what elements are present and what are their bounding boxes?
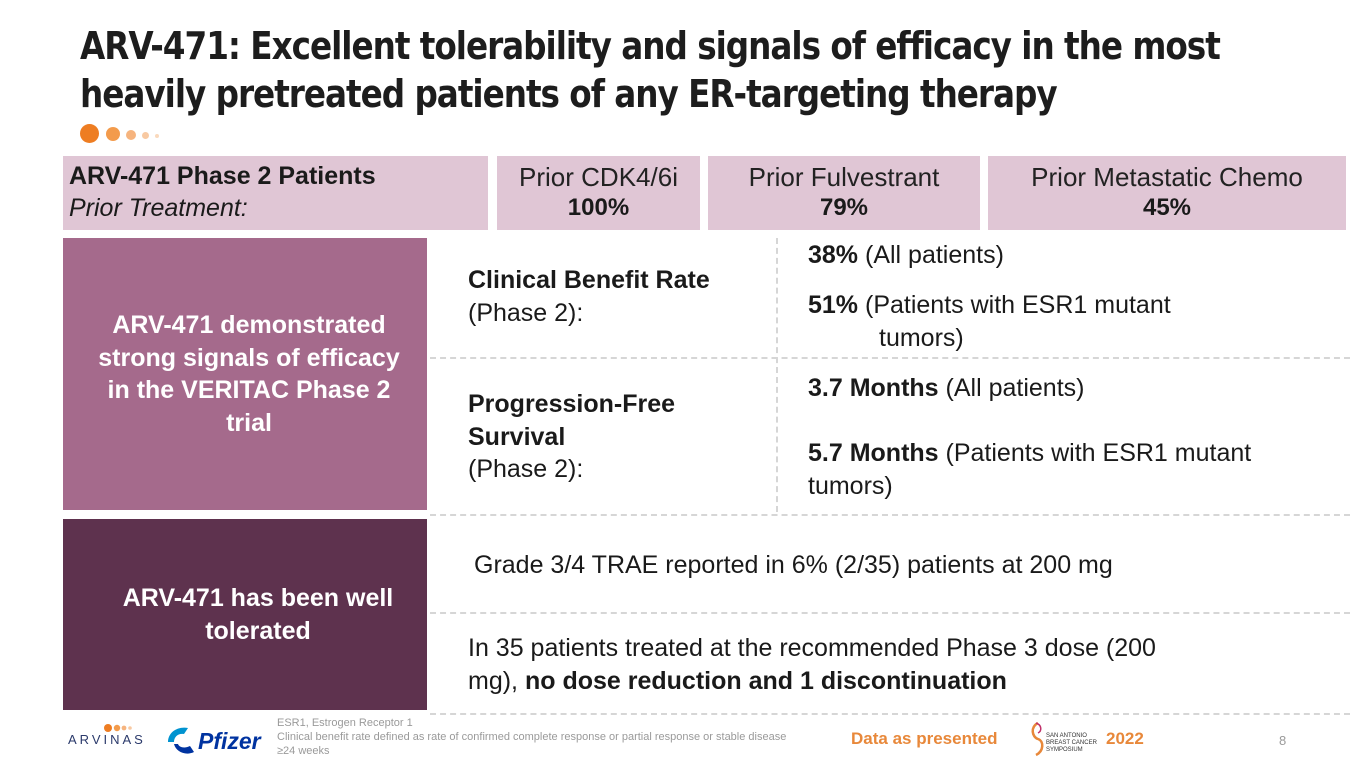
cbr-text-esr1-cont: tumors) [879,323,964,352]
header-label-bold: ARV-471 Phase 2 Patients [69,162,376,190]
tolerability-side-panel: ARV-471 has been well tolerated [63,519,427,710]
pfs-text-esr1-cont: tumors) [808,471,893,500]
column-divider [776,238,778,512]
dose-statement: In 35 patients treated at the recommende… [468,632,1348,697]
row-divider [430,357,1350,359]
stat-prior-fulvestrant: Prior Fulvestrant 79% [708,156,980,230]
efficacy-side-panel: ARV-471 demonstrated strong signals of e… [63,238,427,510]
cbr-text-esr1: (Patients with ESR1 mutant [858,291,1171,319]
pfs-all-patients: 3.7 Months (All patients) [808,372,1084,405]
sabcs-logo-text: SAN ANTONIO BREAST CANCER SYMPOSIUM [1046,733,1097,753]
slide-title-line2: heavily pretreated patients of any ER-ta… [80,72,1058,116]
pfs-value-all: 3.7 Months [808,374,939,402]
stat-label: Prior Fulvestrant [748,162,940,192]
cbr-label: Clinical Benefit Rate (Phase 2): [468,264,710,329]
dose-statement-bold: no dose reduction and 1 discontinuation [524,666,1007,695]
slide-title-line1: ARV-471: Excellent tolerability and sign… [80,24,1221,68]
page-number: 8 [1279,733,1287,748]
pfs-text-all: (All patients) [938,374,1085,402]
stat-value: 79% [819,194,869,221]
stat-label: Prior CDK4/6i [519,162,678,192]
stat-value: 100% [567,194,630,221]
row-divider [430,612,1350,614]
arvinas-logo: ARVINAS [68,722,158,757]
cbr-text-all: (All patients) [858,241,1004,269]
symposium-year: 2022 [1106,729,1144,748]
slide-title: ARV-471: Excellent tolerability and sign… [80,22,1221,118]
pfs-value-esr1: 5.7 Months [808,439,939,467]
cbr-all-patients: 38% (All patients) [808,239,1004,272]
dose-statement-line1: In 35 patients treated at the recommende… [468,634,1156,662]
stat-value: 45% [1142,194,1192,221]
footnotes: ESR1, Estrogen Receptor 1 Clinical benef… [277,716,797,758]
header-label-italic: Prior Treatment: [69,194,248,222]
pfs-label-bold1: Progression-Free [468,390,676,418]
pfs-label: Progression-Free Survival (Phase 2): [468,388,675,486]
pfs-text-esr1: (Patients with ESR1 mutant [938,439,1252,467]
arvinas-logo-text: ARVINAS [68,732,146,747]
cbr-label-bold: Clinical Benefit Rate [468,266,710,294]
row-divider [430,514,1350,516]
dose-statement-line2: mg), [468,666,525,695]
sabcs-logo: SAN ANTONIO BREAST CANCER SYMPOSIUM [1028,719,1100,764]
tolerability-side-text: ARV-471 has been well tolerated [122,584,394,645]
cbr-esr1-patients: 51% (Patients with ESR1 mutant tumors) [808,289,1348,354]
prior-treatment-header: ARV-471 Phase 2 Patients Prior Treatment… [63,156,488,230]
efficacy-side-text: ARV-471 demonstrated strong signals of e… [98,311,400,437]
pfs-label-normal: (Phase 2): [468,455,584,483]
pfs-esr1-patients: 5.7 Months (Patients with ESR1 mutant tu… [808,437,1353,502]
pfizer-logo: Pfizer [164,724,261,765]
cbr-value-all: 38% [808,241,859,269]
row-divider [430,713,1350,715]
stat-label: Prior Metastatic Chemo [1031,162,1303,192]
trae-statement: Grade 3/4 TRAE reported in 6% (2/35) pat… [474,551,1113,579]
stat-prior-metastatic-chemo: Prior Metastatic Chemo 45% [988,156,1346,230]
cbr-value-esr1: 51% [808,291,859,319]
pfs-label-bold2: Survival [468,422,566,451]
stat-prior-cdk46i: Prior CDK4/6i 100% [497,156,700,230]
pfizer-logo-text: Pfizer [198,728,261,754]
footnote-cbr: Clinical benefit rate defined as rate of… [277,731,787,757]
cbr-label-normal: (Phase 2): [468,298,584,327]
data-as-presented: Data as presented [851,729,998,748]
footnote-esr1: ESR1, Estrogen Receptor 1 [277,717,413,729]
